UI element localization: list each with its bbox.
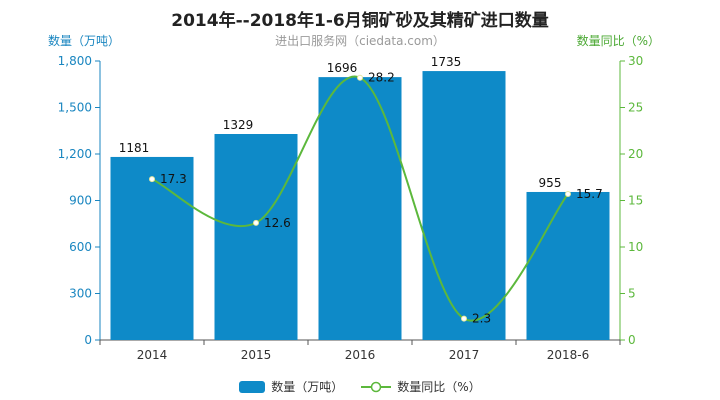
x-tick-label: 2015 xyxy=(241,348,272,362)
x-tick-label: 2017 xyxy=(449,348,480,362)
y-right-tick-label: 5 xyxy=(628,287,636,301)
line-data-label: 28.2 xyxy=(368,71,395,85)
y-axis-left-label: 数量（万吨） xyxy=(48,34,121,48)
bar xyxy=(318,77,402,341)
legend-item-bar[interactable]: 数量（万吨） xyxy=(239,378,343,395)
bar-data-label: 1696 xyxy=(327,61,358,75)
chart-subtitle: 进出口服务网（ciedata.com） xyxy=(275,34,445,48)
chart-title: 2014年--2018年1-6月铜矿砂及其精矿进口数量 xyxy=(171,11,549,31)
x-tick-label: 2018-6 xyxy=(547,348,590,362)
x-tick-label: 2016 xyxy=(345,348,376,362)
x-tick-label: 2014 xyxy=(137,348,168,362)
line-series-path xyxy=(151,75,569,322)
y-axis-right-label: 数量同比（%） xyxy=(576,34,660,48)
line-data-label: 15.7 xyxy=(576,187,603,201)
y-left-tick-label: 1,800 xyxy=(58,54,92,68)
bar xyxy=(422,71,506,340)
line-point xyxy=(357,74,363,81)
y-left-tick-label: 900 xyxy=(69,194,92,208)
y-right-tick-label: 10 xyxy=(628,240,643,254)
y-left-tick-label: 300 xyxy=(69,287,92,301)
y-right-tick-label: 25 xyxy=(628,101,643,115)
bar-data-label: 1735 xyxy=(431,55,462,69)
line-data-label: 12.6 xyxy=(264,216,291,230)
legend-item-line[interactable]: 数量同比（%） xyxy=(361,378,481,395)
y-left-tick-label: 1,500 xyxy=(58,101,92,115)
legend: 数量（万吨） 数量同比（%） xyxy=(0,378,720,395)
line-data-label: 2.3 xyxy=(472,312,491,326)
legend-line-swatch xyxy=(361,381,392,392)
y-right-tick-label: 30 xyxy=(628,54,643,68)
bar-data-label: 1181 xyxy=(119,141,150,155)
legend-bar-swatch xyxy=(239,380,266,393)
y-right-tick-label: 15 xyxy=(628,194,643,208)
line-point xyxy=(253,219,259,226)
y-right-tick-label: 0 xyxy=(628,333,636,347)
line-point xyxy=(149,176,155,183)
y-left-tick-label: 1,200 xyxy=(58,147,92,161)
line-point xyxy=(565,190,571,197)
bar xyxy=(526,191,610,340)
line-data-label: 17.3 xyxy=(160,172,187,186)
bar xyxy=(110,156,194,340)
bar xyxy=(214,134,298,340)
legend-bar-label: 数量（万吨） xyxy=(271,380,344,394)
line-point xyxy=(461,315,467,322)
legend-line-label: 数量同比（%） xyxy=(397,380,481,394)
y-left-tick-label: 0 xyxy=(84,333,92,347)
y-right-tick-label: 20 xyxy=(628,147,643,161)
bar-data-label: 1329 xyxy=(223,118,254,132)
bar-data-label: 955 xyxy=(539,176,562,190)
y-left-tick-label: 600 xyxy=(69,240,92,254)
